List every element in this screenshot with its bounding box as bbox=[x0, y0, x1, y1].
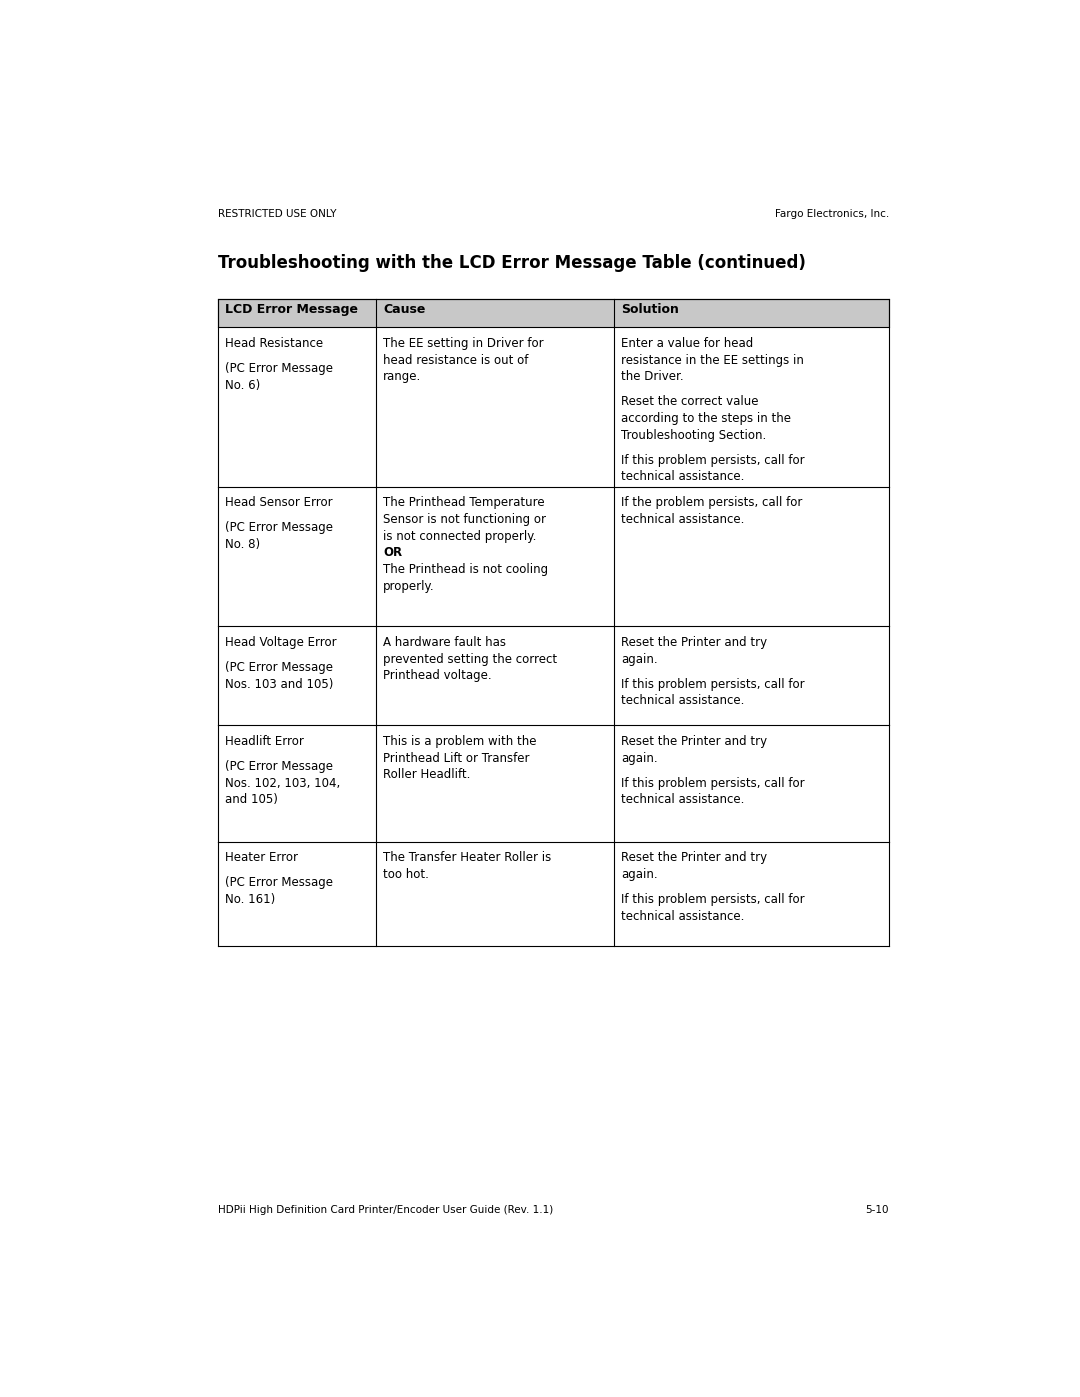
Text: Nos. 102, 103, 104,: Nos. 102, 103, 104, bbox=[226, 777, 340, 789]
Text: Troubleshooting Section.: Troubleshooting Section. bbox=[621, 429, 767, 441]
Text: is not connected properly.: is not connected properly. bbox=[383, 529, 537, 542]
Text: according to the steps in the: according to the steps in the bbox=[621, 412, 792, 425]
Text: Heater Error: Heater Error bbox=[226, 851, 298, 865]
Text: HDPii High Definition Card Printer/Encoder User Guide (Rev. 1.1): HDPii High Definition Card Printer/Encod… bbox=[218, 1206, 553, 1215]
Text: Headlift Error: Headlift Error bbox=[226, 735, 305, 747]
Text: The Transfer Heater Roller is: The Transfer Heater Roller is bbox=[383, 851, 552, 865]
Text: again.: again. bbox=[621, 652, 658, 666]
Text: technical assistance.: technical assistance. bbox=[621, 471, 745, 483]
Text: This is a problem with the: This is a problem with the bbox=[383, 735, 537, 747]
Text: Enter a value for head: Enter a value for head bbox=[621, 337, 754, 351]
Text: Reset the Printer and try: Reset the Printer and try bbox=[621, 851, 768, 865]
Text: The Printhead Temperature: The Printhead Temperature bbox=[383, 496, 544, 510]
Text: If this problem persists, call for: If this problem persists, call for bbox=[621, 777, 805, 789]
Text: technical assistance.: technical assistance. bbox=[621, 694, 745, 707]
Text: properly.: properly. bbox=[383, 580, 435, 592]
Text: Head Resistance: Head Resistance bbox=[226, 337, 324, 351]
Text: (PC Error Message: (PC Error Message bbox=[226, 661, 334, 675]
Text: No. 6): No. 6) bbox=[226, 379, 260, 391]
Text: prevented setting the correct: prevented setting the correct bbox=[383, 652, 557, 666]
Text: If this problem persists, call for: If this problem persists, call for bbox=[621, 893, 805, 905]
Text: LCD Error Message: LCD Error Message bbox=[226, 303, 359, 316]
Text: Cause: Cause bbox=[383, 303, 426, 316]
Text: technical assistance.: technical assistance. bbox=[621, 513, 745, 525]
Text: again.: again. bbox=[621, 752, 658, 764]
Text: (PC Error Message: (PC Error Message bbox=[226, 521, 334, 534]
Text: Printhead Lift or Transfer: Printhead Lift or Transfer bbox=[383, 752, 529, 764]
Text: The EE setting in Driver for: The EE setting in Driver for bbox=[383, 337, 543, 351]
Text: Printhead voltage.: Printhead voltage. bbox=[383, 669, 491, 683]
Text: Nos. 103 and 105): Nos. 103 and 105) bbox=[226, 678, 334, 690]
Text: (PC Error Message: (PC Error Message bbox=[226, 760, 334, 773]
Text: If this problem persists, call for: If this problem persists, call for bbox=[621, 454, 805, 467]
Text: the Driver.: the Driver. bbox=[621, 370, 684, 383]
Text: 5-10: 5-10 bbox=[866, 1206, 889, 1215]
Text: If this problem persists, call for: If this problem persists, call for bbox=[621, 678, 805, 690]
Text: Reset the correct value: Reset the correct value bbox=[621, 395, 759, 408]
Text: RESTRICTED USE ONLY: RESTRICTED USE ONLY bbox=[218, 208, 336, 218]
Text: again.: again. bbox=[621, 868, 658, 882]
Text: Reset the Printer and try: Reset the Printer and try bbox=[621, 735, 768, 747]
Text: Fargo Electronics, Inc.: Fargo Electronics, Inc. bbox=[774, 208, 889, 218]
Text: technical assistance.: technical assistance. bbox=[621, 909, 745, 922]
Bar bbox=[218, 299, 889, 327]
Text: too hot.: too hot. bbox=[383, 868, 429, 882]
Text: resistance in the EE settings in: resistance in the EE settings in bbox=[621, 353, 805, 367]
Text: No. 161): No. 161) bbox=[226, 893, 275, 905]
Text: The Printhead is not cooling: The Printhead is not cooling bbox=[383, 563, 549, 576]
Text: If the problem persists, call for: If the problem persists, call for bbox=[621, 496, 802, 510]
Text: Head Voltage Error: Head Voltage Error bbox=[226, 636, 337, 650]
Text: Solution: Solution bbox=[621, 303, 679, 316]
Text: Reset the Printer and try: Reset the Printer and try bbox=[621, 636, 768, 650]
Text: Sensor is not functioning or: Sensor is not functioning or bbox=[383, 513, 546, 525]
Text: and 105): and 105) bbox=[226, 793, 279, 806]
Text: No. 8): No. 8) bbox=[226, 538, 260, 550]
Text: Head Sensor Error: Head Sensor Error bbox=[226, 496, 333, 510]
Text: (PC Error Message: (PC Error Message bbox=[226, 362, 334, 374]
Text: range.: range. bbox=[383, 370, 421, 383]
Text: (PC Error Message: (PC Error Message bbox=[226, 876, 334, 890]
Text: Roller Headlift.: Roller Headlift. bbox=[383, 768, 471, 781]
Text: A hardware fault has: A hardware fault has bbox=[383, 636, 507, 650]
Text: head resistance is out of: head resistance is out of bbox=[383, 353, 528, 367]
Text: Troubleshooting with the LCD Error Message Table (continued): Troubleshooting with the LCD Error Messa… bbox=[218, 254, 806, 271]
Text: technical assistance.: technical assistance. bbox=[621, 793, 745, 806]
Text: OR: OR bbox=[383, 546, 402, 559]
